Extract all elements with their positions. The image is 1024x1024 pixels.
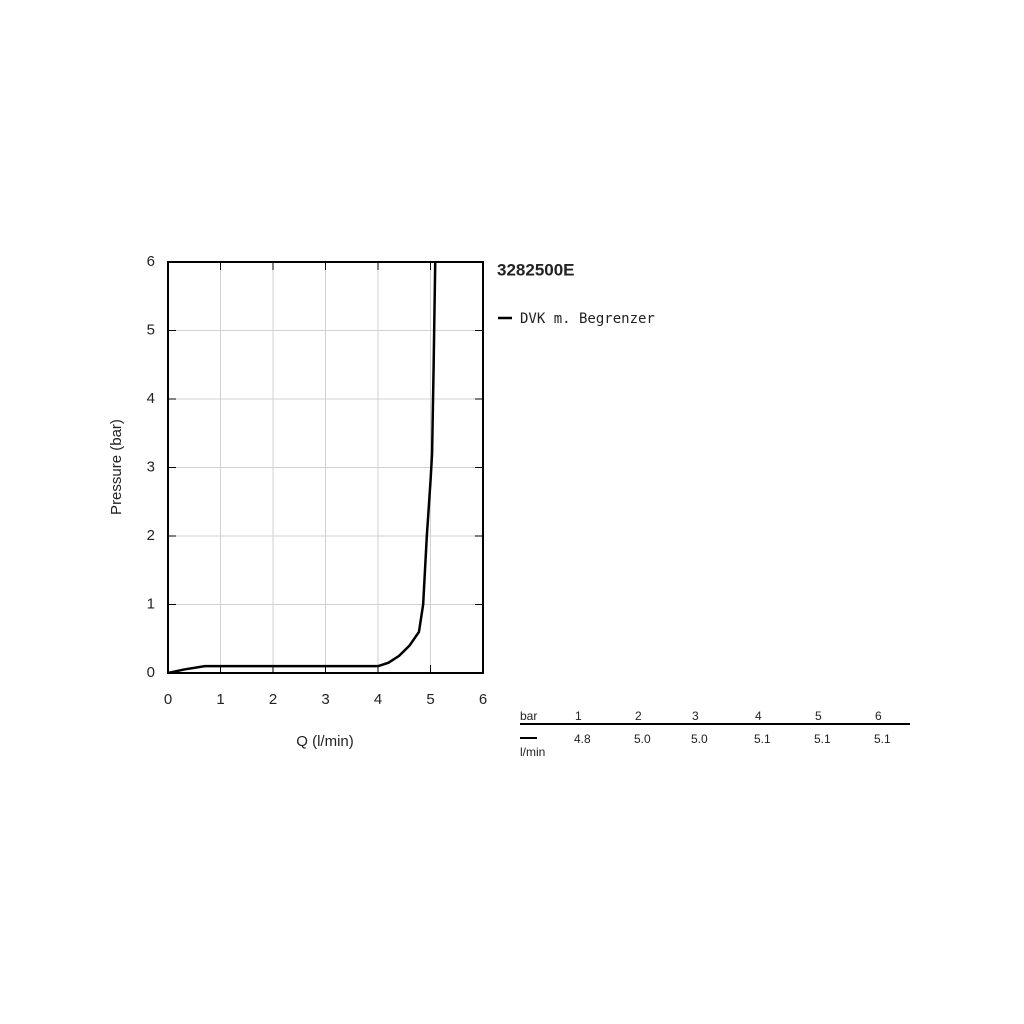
table-header: bar bbox=[520, 709, 537, 723]
y-tick-label: 4 bbox=[147, 390, 155, 407]
table-cell: 5.1 bbox=[814, 732, 831, 746]
y-tick-label: 6 bbox=[147, 253, 155, 270]
table-header: 4 bbox=[755, 709, 762, 723]
table-header: 5 bbox=[815, 709, 822, 723]
table-cell: 5.0 bbox=[691, 732, 708, 746]
x-tick-label: 2 bbox=[269, 691, 277, 708]
y-tick-label: 2 bbox=[147, 527, 155, 544]
y-axis-label: Pressure (bar) bbox=[108, 419, 125, 515]
data-line bbox=[167, 261, 437, 675]
table-header: 3 bbox=[692, 709, 699, 723]
y-tick-label: 0 bbox=[147, 664, 155, 681]
legend-label: DVK m. Begrenzer bbox=[520, 311, 655, 327]
y-tick-label: 5 bbox=[147, 321, 155, 338]
table-unit: l/min bbox=[520, 745, 545, 759]
table-header: 6 bbox=[875, 709, 882, 723]
table-header: 2 bbox=[635, 709, 642, 723]
x-tick-label: 4 bbox=[374, 691, 382, 708]
x-tick-label: 0 bbox=[164, 691, 172, 708]
x-tick-label: 6 bbox=[479, 691, 487, 708]
table-cell: 4.8 bbox=[574, 732, 591, 746]
x-tick-label: 1 bbox=[216, 691, 224, 708]
table-cell: 5.1 bbox=[874, 732, 891, 746]
chart-title: 3282500E bbox=[497, 260, 575, 279]
table-header: 1 bbox=[575, 709, 582, 723]
table-cell: 5.1 bbox=[754, 732, 771, 746]
x-tick-label: 3 bbox=[321, 691, 329, 708]
plot-frame bbox=[167, 261, 484, 674]
y-tick-label: 3 bbox=[147, 458, 155, 475]
y-tick-label: 1 bbox=[147, 595, 155, 612]
x-axis-label: Q (l/min) bbox=[296, 733, 354, 750]
x-tick-label: 5 bbox=[426, 691, 434, 708]
table-cell: 5.0 bbox=[634, 732, 651, 746]
